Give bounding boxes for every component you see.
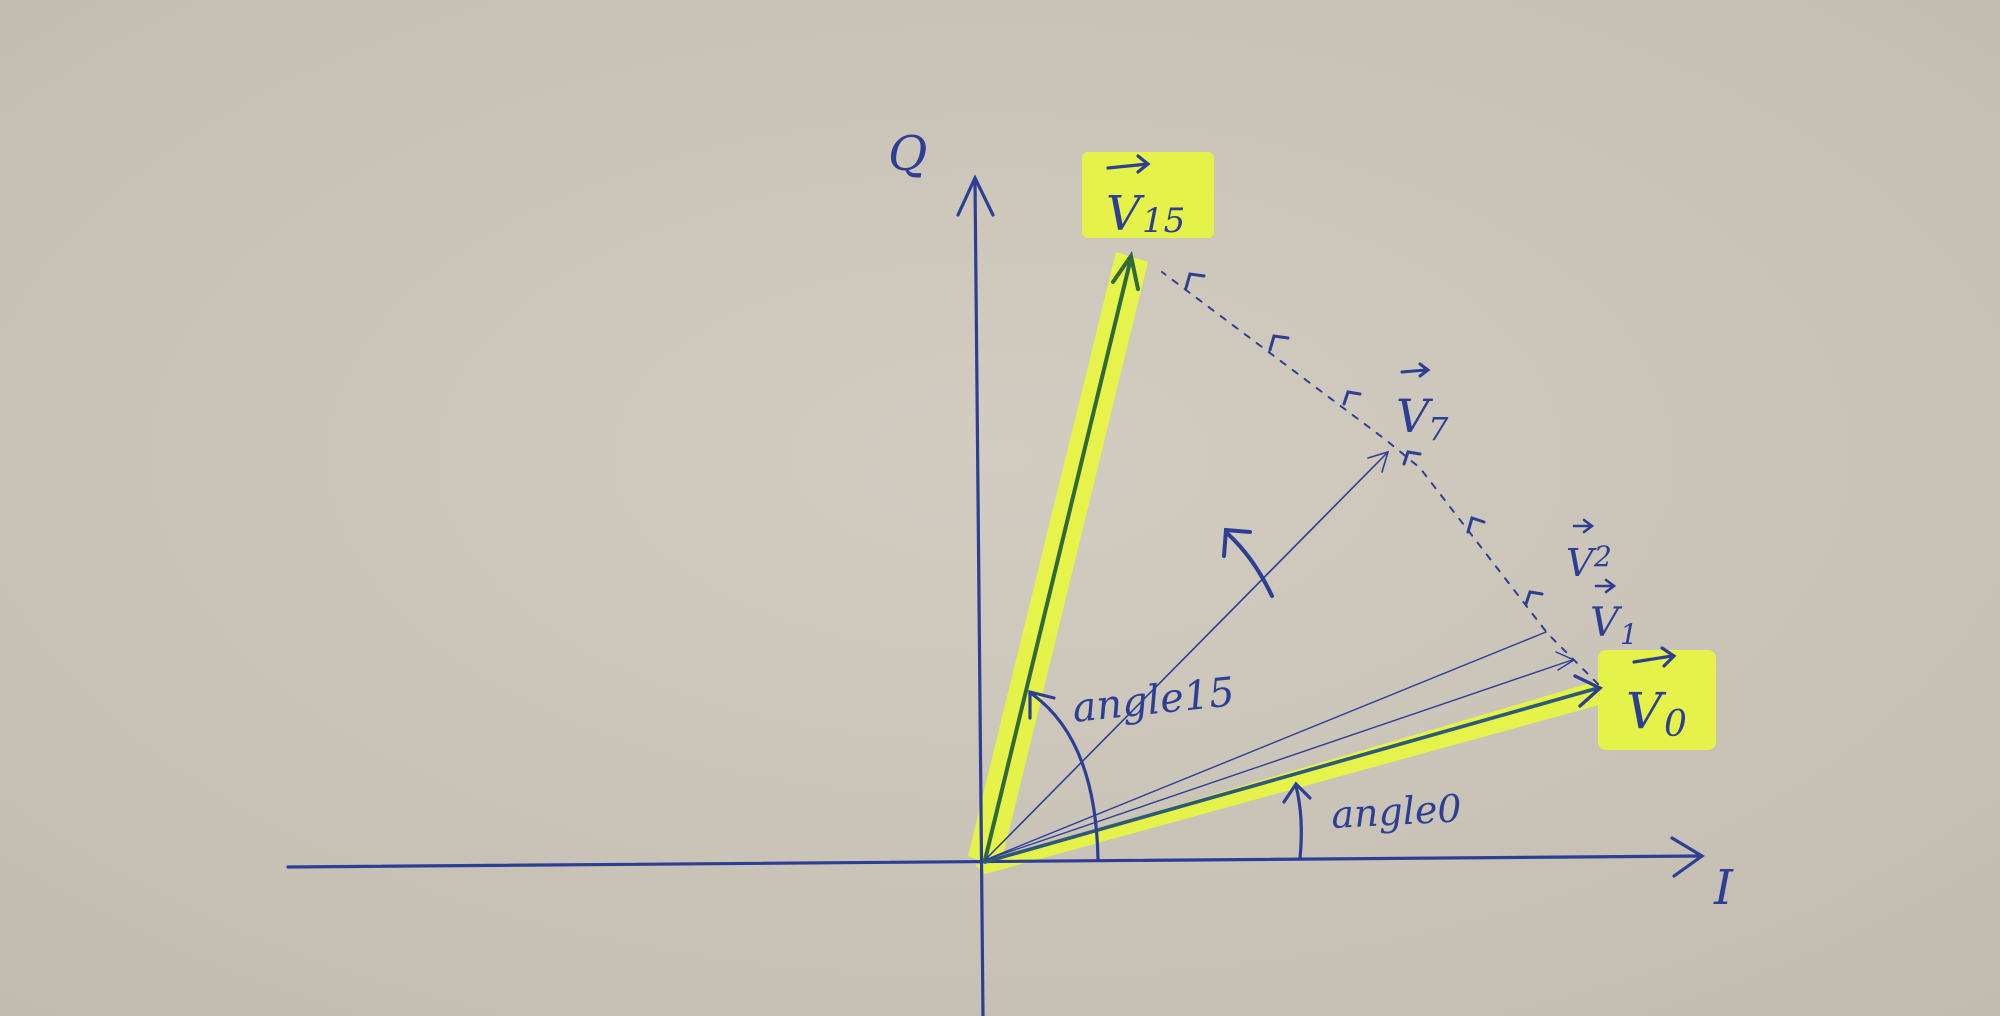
- traj-arrowhead: [1342, 390, 1362, 406]
- v15-subscript: 15: [1142, 201, 1185, 241]
- v1-vector-arrow-glyph: [1594, 578, 1617, 594]
- rotation-direction-arrow: [1222, 527, 1274, 598]
- v2-label: V 2: [1566, 518, 1612, 585]
- angle15-arc: [1030, 692, 1100, 862]
- v7-vector: [984, 453, 1387, 861]
- traj-arrowhead: [1466, 516, 1486, 534]
- v15-vector-arrow-glyph: [1106, 154, 1151, 174]
- v7-arrowhead: [1367, 450, 1390, 473]
- v15-label: V 15: [1106, 154, 1185, 242]
- v15-label-highlight: [1082, 152, 1214, 238]
- v0-vector-arrow-glyph: [1632, 646, 1677, 668]
- v2-subscript: 2: [1593, 540, 1612, 573]
- q-axis-label: Q: [888, 126, 927, 182]
- v1-vector: [984, 659, 1573, 861]
- traj-arrowhead: [1524, 590, 1544, 606]
- v0-label: V 0: [1626, 646, 1687, 745]
- v15-arrowhead: [1111, 251, 1140, 291]
- v0-subscript: 0: [1664, 704, 1687, 745]
- v15-letter: V: [1106, 186, 1145, 242]
- v0-vector: [983, 686, 1600, 864]
- v7-label: V 7: [1396, 362, 1449, 448]
- q-axis-arrowhead: [956, 174, 995, 217]
- angle0-label: angle0: [1330, 786, 1462, 837]
- v2-vector-arrow-glyph: [1572, 518, 1595, 534]
- traj-arrowhead: [1268, 334, 1290, 352]
- v2-letter: V: [1566, 541, 1597, 585]
- i-axis-line: [286, 854, 1702, 869]
- angle-arcs: [1028, 689, 1312, 862]
- dotted-trajectory: [1161, 271, 1599, 685]
- traj-arrowhead: [1184, 272, 1206, 290]
- angle0-arrowhead: [1282, 781, 1312, 804]
- v15-vector: [983, 260, 1132, 862]
- v0-label-highlight: [1598, 650, 1716, 750]
- axes: [286, 174, 1705, 1016]
- v7-vector-arrow-glyph: [1400, 362, 1431, 378]
- v1-letter: V: [1590, 600, 1623, 646]
- v0-letter: V: [1626, 682, 1667, 740]
- vectors: [983, 251, 1604, 864]
- v7-subscript: 7: [1428, 410, 1449, 448]
- i-axis-label: I: [1713, 860, 1734, 916]
- angle15-arrowhead: [1028, 689, 1056, 720]
- rotation-path: [1161, 271, 1599, 685]
- v1-label: V 1: [1590, 578, 1638, 651]
- v1-subscript: 1: [1620, 618, 1638, 651]
- angle0-arc: [1294, 784, 1303, 860]
- v7-letter: V: [1396, 389, 1434, 443]
- v2-vector: [984, 631, 1547, 861]
- i-axis-arrowhead: [1670, 836, 1705, 878]
- traj-arrowhead: [1402, 450, 1422, 466]
- v0-arrowhead: [1573, 674, 1604, 708]
- q-axis-line: [973, 178, 985, 1016]
